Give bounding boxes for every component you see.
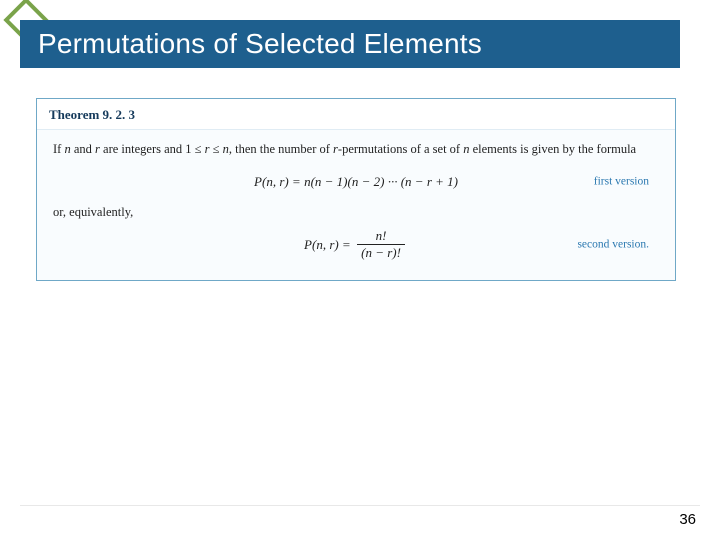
formula-row-1: P(n, r) = n(n − 1)(n − 2) ··· (n − r + 1… xyxy=(53,165,659,199)
theorem-intro: If n and r are integers and 1 ≤ r ≤ n, t… xyxy=(53,140,659,159)
formula-1: P(n, r) = n(n − 1)(n − 2) ··· (n − r + 1… xyxy=(254,172,458,192)
or-text: or, equivalently, xyxy=(53,203,659,222)
slide-title: Permutations of Selected Elements xyxy=(38,28,482,60)
theorem-label: Theorem 9. 2. 3 xyxy=(37,99,675,130)
footer-rule xyxy=(20,505,700,506)
theorem-box: Theorem 9. 2. 3 If n and r are integers … xyxy=(36,98,676,281)
title-bar: Permutations of Selected Elements xyxy=(20,20,680,68)
formula-2: P(n, r) = n! (n − r)! xyxy=(304,229,408,259)
formula-row-2: P(n, r) = n! (n − r)! second version. xyxy=(53,228,659,262)
theorem-body: If n and r are integers and 1 ≤ r ≤ n, t… xyxy=(37,130,675,280)
page-number: 36 xyxy=(679,511,696,528)
version-label-2: second version. xyxy=(577,236,649,253)
fraction: n! (n − r)! xyxy=(357,229,405,259)
version-label-1: first version xyxy=(594,173,649,190)
